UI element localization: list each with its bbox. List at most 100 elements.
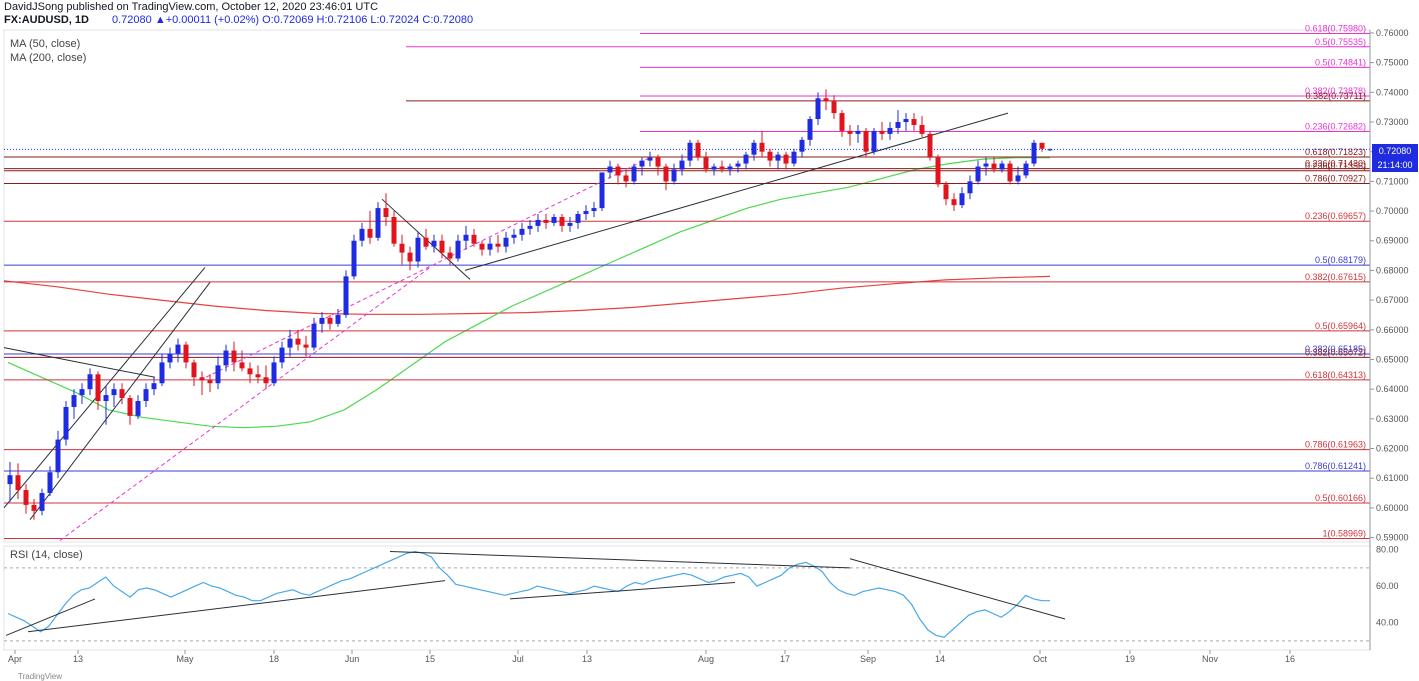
candle-body (847, 130, 853, 134)
rsi-line (7, 550, 1050, 638)
fib-level-label: 0.382(0.65185) (1305, 344, 1366, 354)
rsi-tick-label: 80.00 (1376, 545, 1399, 555)
price-tick-label: 0.69000 (1376, 236, 1409, 246)
candle-body (975, 166, 981, 182)
trend-line (199, 157, 651, 381)
price-tick-label: 0.67000 (1376, 295, 1409, 305)
candle-body (615, 166, 621, 176)
candle-body (807, 119, 813, 140)
candle-body (583, 211, 589, 215)
candle-body (439, 240, 445, 253)
candle-body (55, 439, 61, 473)
candle-body (567, 222, 573, 226)
candle-body (647, 157, 653, 161)
rsi-trend-line (509, 581, 736, 600)
time-tick-label: Nov (1202, 654, 1219, 664)
candle-body (951, 199, 957, 206)
trend-lines (3, 112, 1009, 541)
candle-body (71, 395, 77, 407)
candle-body (591, 208, 597, 212)
trend-line (29, 281, 211, 521)
candle-body (855, 130, 861, 134)
rsi-legend[interactable]: RSI (14, close) (10, 549, 83, 561)
candle-body (767, 151, 773, 161)
candle-body (111, 389, 117, 396)
candle-body (407, 252, 413, 262)
candle-body (279, 347, 285, 363)
candle-body (87, 374, 93, 390)
fib-level-label: 0.618(0.64313) (1305, 370, 1366, 380)
axes: 0.760000.750000.740000.730000.720000.710… (8, 28, 1409, 664)
candle-body (791, 151, 797, 164)
candle-body (711, 166, 717, 170)
fib-level-label: 0.5(0.74841) (1315, 57, 1366, 67)
ma200-line (3, 275, 1051, 315)
ma200-legend[interactable]: MA (200, close) (10, 52, 87, 64)
candle-body (79, 389, 85, 396)
candle-body (343, 276, 349, 315)
fib-level-label: 0.5(0.60166) (1315, 493, 1366, 503)
time-tick-label: 14 (935, 654, 945, 664)
candle-body (895, 122, 901, 128)
time-tick-label: Oct (1033, 654, 1048, 664)
candle-body (1023, 163, 1029, 176)
candle-body (695, 142, 701, 158)
candle-body (7, 475, 13, 485)
candle-body (431, 240, 437, 247)
candle-body (487, 243, 493, 250)
ma50-path (7, 157, 1050, 429)
candle-body (1031, 142, 1037, 164)
time-tick-label: 18 (269, 654, 279, 664)
candle-body (967, 181, 973, 194)
candle-body (1015, 175, 1021, 182)
candle-body (655, 157, 661, 167)
candle-body (319, 317, 325, 324)
candle-body (231, 350, 237, 363)
fib-level-label: 0.786(0.61241) (1305, 461, 1366, 471)
candle-body (463, 234, 469, 241)
time-tick-label: Jun (345, 654, 360, 664)
time-tick-label: Sep (860, 654, 876, 664)
candle-body (1039, 142, 1045, 149)
candle-body (999, 163, 1005, 170)
candle-body (159, 362, 165, 384)
fib-level-label: 0.786(0.61963) (1305, 440, 1366, 450)
time-tick-label: 16 (1285, 654, 1295, 664)
candle-body (119, 389, 125, 399)
rsi-tick-label: 60.00 (1376, 581, 1399, 591)
trend-line (3, 267, 206, 509)
candle-body (495, 243, 501, 247)
price-tick-label: 0.73000 (1376, 117, 1409, 127)
time-tick-label: 13 (73, 654, 83, 664)
candle-body (703, 157, 709, 170)
candle-body (447, 252, 453, 259)
candle-body (63, 406, 69, 440)
candle-body (839, 113, 845, 131)
rsi-tick-label: 40.00 (1376, 618, 1399, 628)
candle-body (719, 166, 725, 170)
price-pane-frame (3, 29, 1371, 543)
price-tick-label: 0.64000 (1376, 384, 1409, 394)
candle-body (391, 216, 397, 244)
candle-body (103, 395, 109, 402)
candle-body (607, 166, 613, 173)
ma50-legend[interactable]: MA (50, close) (10, 38, 81, 50)
candle-body (23, 490, 29, 505)
candle-body (927, 133, 933, 158)
price-tick-label: 0.74000 (1376, 87, 1409, 97)
fib-level-label: 0.236(0.69657) (1305, 211, 1366, 221)
candle-body (503, 237, 509, 247)
candle-body (47, 472, 53, 494)
price-grid (3, 29, 1371, 651)
candle-body (335, 314, 341, 324)
fib-level-label: 0.618(0.71823) (1305, 147, 1366, 157)
candle-body (943, 184, 949, 200)
candle-body (223, 350, 229, 366)
price-tick-label: 0.60000 (1376, 503, 1409, 513)
rsi-trend-line (849, 558, 1066, 620)
candle-body (143, 389, 149, 402)
last-price-badge: 0.72080 (1372, 144, 1418, 158)
fib-level-label: 0.236(0.71430) (1305, 159, 1366, 169)
candle-body (271, 362, 277, 384)
